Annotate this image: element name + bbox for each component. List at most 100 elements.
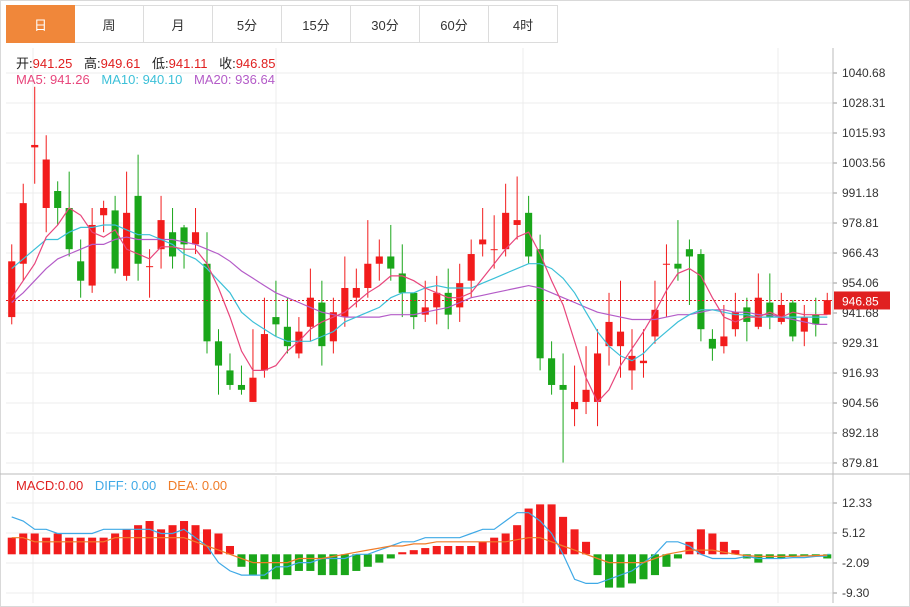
candle-body — [536, 249, 544, 359]
macd-bar — [65, 537, 74, 555]
macd-bar — [42, 537, 51, 555]
macd-bar — [386, 554, 395, 559]
macd-bar — [582, 541, 591, 555]
macd-bar — [696, 529, 705, 555]
candle-body — [662, 263, 671, 265]
candle-body — [490, 249, 498, 251]
ma10-line — [11, 224, 828, 362]
macd-bar — [432, 545, 441, 555]
high-value: 949.61 — [100, 56, 141, 71]
candle-body — [685, 249, 693, 257]
macd-bar — [685, 541, 694, 555]
last-price-tag — [834, 291, 890, 310]
macd-bar — [662, 554, 671, 567]
macd-bar — [375, 554, 384, 563]
candle-body — [502, 212, 510, 250]
macd-bar — [547, 504, 556, 555]
diff-label: DIFF: — [94, 478, 128, 493]
macd-bar — [501, 533, 510, 555]
period-tabs: 日周月 5分 15分 30分 60分 4时 — [6, 5, 558, 43]
candle-body — [8, 261, 16, 318]
candle-body — [352, 287, 360, 298]
candle-body — [123, 212, 131, 276]
candle-body — [214, 341, 223, 366]
y-tick-label: 954.06 — [842, 276, 879, 290]
candle-body — [513, 220, 521, 225]
y-tick-label: -2.09 — [842, 556, 870, 570]
macd-bar — [627, 554, 637, 584]
candle-body — [605, 321, 613, 347]
high-label: 高: — [84, 56, 101, 71]
macd-bar — [444, 545, 453, 555]
tab-7[interactable]: 4时 — [489, 5, 558, 43]
open-label: 开: — [16, 56, 33, 71]
macd-bar — [329, 554, 338, 576]
candle-body — [398, 273, 406, 293]
tab-4[interactable]: 15分 — [282, 5, 351, 43]
candle-body — [582, 389, 590, 402]
tab-5[interactable]: 30分 — [351, 5, 420, 43]
macd-bar — [800, 554, 809, 557]
dea-line — [11, 537, 828, 564]
y-tick-label: -9.30 — [842, 586, 870, 600]
tab-3[interactable]: 5分 — [213, 5, 282, 43]
ohlc-readout: 开:941.25 高:949.61 低:941.11 收:946.85 — [16, 53, 275, 72]
candle-body — [616, 331, 625, 347]
macd-bar — [788, 554, 797, 557]
ma5-value: 941.26 — [49, 72, 90, 87]
macd-bar — [708, 533, 717, 555]
candle-body — [226, 370, 234, 385]
candle-body — [444, 292, 452, 315]
macd-bar — [731, 550, 740, 555]
candle-body — [421, 307, 429, 315]
close-label: 收: — [219, 56, 236, 71]
tab-6[interactable]: 60分 — [420, 5, 489, 43]
macd-bar — [7, 537, 16, 555]
candle-body — [800, 317, 808, 332]
y-tick-label: 904.56 — [842, 396, 879, 410]
macd-bar — [111, 533, 120, 555]
macd-bar — [398, 552, 407, 555]
macd-bar — [616, 554, 625, 588]
candle-body — [42, 159, 50, 208]
macd-bar — [478, 541, 487, 555]
y-tick-label: 941.68 — [842, 306, 879, 320]
close-value: 946.85 — [235, 56, 276, 71]
candle-body — [548, 358, 556, 385]
macd-bar — [202, 529, 212, 555]
candle-body — [593, 353, 602, 402]
y-tick-label: 966.43 — [842, 246, 879, 260]
candle-body — [456, 283, 464, 308]
candle-body — [260, 334, 268, 371]
candle-body — [146, 266, 154, 268]
macd-bar — [99, 537, 108, 555]
macd-bar — [363, 554, 372, 567]
macd-bar — [605, 554, 614, 588]
candle-body — [433, 292, 441, 308]
candle-body — [306, 297, 314, 327]
low-label: 低: — [152, 56, 169, 71]
candle-body — [559, 384, 567, 390]
candle-body — [295, 331, 303, 354]
y-tick-label: 991.18 — [842, 186, 879, 200]
y-tick-label: 1015.93 — [842, 126, 886, 140]
y-tick-label: 892.18 — [842, 426, 879, 440]
candle-body — [639, 360, 648, 364]
macd-bar — [490, 537, 499, 555]
tab-1[interactable]: 周 — [75, 5, 144, 43]
candle-body — [203, 263, 211, 342]
candle-body — [720, 336, 728, 347]
macd-label: MACD: — [16, 478, 58, 493]
tab-2[interactable]: 月 — [144, 5, 213, 43]
candle-body — [525, 212, 533, 257]
macd-bar — [650, 554, 659, 576]
tab-0[interactable]: 日 — [6, 5, 75, 43]
macd-bar — [421, 548, 430, 555]
macd-bar — [214, 533, 223, 555]
candle-body — [134, 195, 142, 264]
candle-body — [100, 207, 108, 216]
candle-body — [708, 338, 716, 349]
macd-bar — [467, 545, 476, 555]
diff-value: 0.00 — [130, 478, 157, 493]
